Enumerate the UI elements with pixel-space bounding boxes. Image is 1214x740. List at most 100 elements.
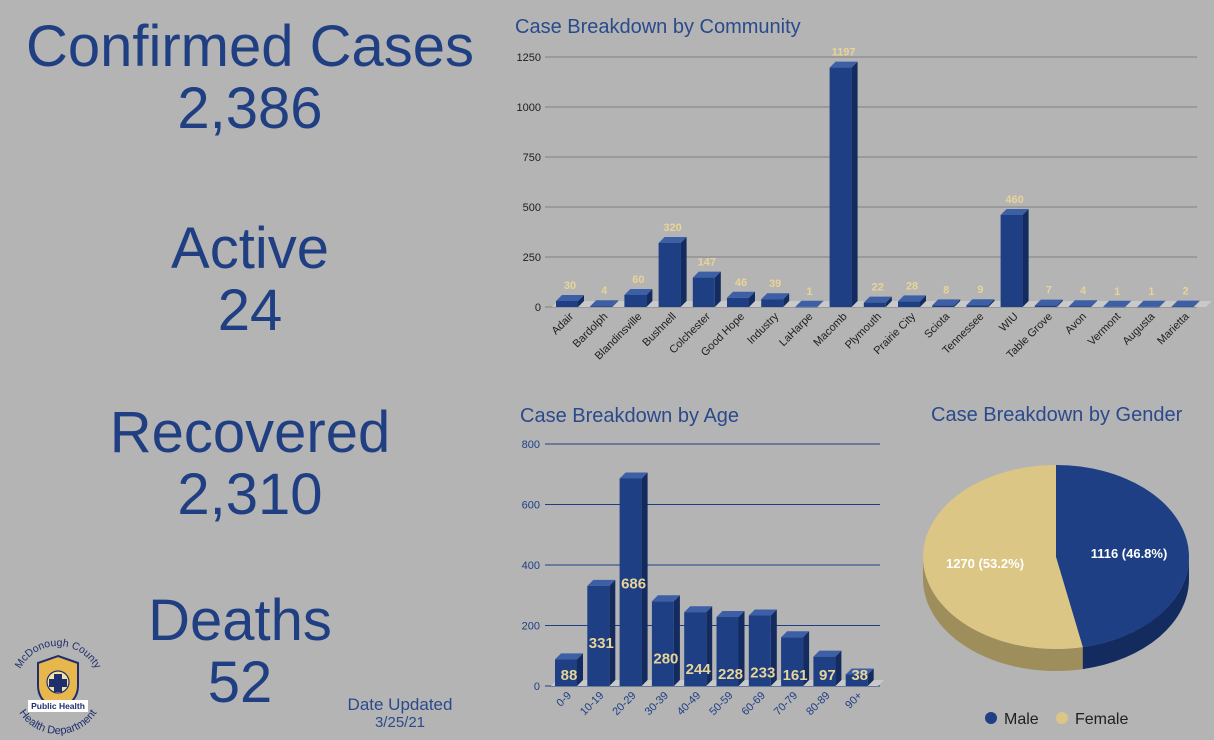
age-category-label: 40-49: [675, 690, 703, 718]
age-ytick-label: 0: [534, 681, 540, 693]
community-bar: [1171, 306, 1194, 308]
age-bar-top: [748, 609, 777, 616]
date-updated-value: 3/25/21: [374, 714, 426, 731]
community-bar: [1000, 215, 1023, 307]
community-bar-side: [817, 300, 824, 307]
community-category-label: Industry: [745, 310, 782, 347]
community-bar: [590, 306, 613, 307]
community-category-label: Avon: [1063, 311, 1089, 337]
community-bar-top: [590, 300, 619, 307]
confirmed-cases-value: 2,386: [177, 76, 323, 141]
community-category-label: LaHarpe: [777, 311, 815, 349]
active-label: Active: [171, 216, 329, 281]
community-data-label: 60: [632, 274, 644, 286]
community-bar: [692, 277, 715, 307]
community-data-label: 7: [1046, 285, 1052, 297]
community-bar-side: [988, 299, 995, 307]
community-data-label: 1197: [832, 47, 856, 59]
community-data-label: 460: [1005, 194, 1023, 206]
gender-chart-title: Case Breakdown by Gender: [931, 404, 1183, 426]
community-bar-side: [885, 296, 892, 307]
active-stat: Active 24: [0, 218, 500, 342]
age-bar-side: [835, 650, 842, 686]
confirmed-cases-stat: Confirmed Cases 2,386: [0, 16, 500, 140]
deaths-stat: Deaths 52: [0, 590, 490, 714]
community-data-label: 320: [663, 222, 681, 234]
date-updated-label: Date Updated: [347, 695, 453, 714]
logo-center-text: Public Health: [31, 701, 85, 711]
gender-pie-chart: 1116 (46.8%) 1270 (53.2%) Male Female: [922, 465, 1189, 728]
community-category-label: Bardolph: [571, 311, 611, 351]
deaths-value: 52: [207, 650, 273, 715]
age-bar: [555, 659, 577, 686]
age-category-label: 30-39: [643, 690, 671, 718]
community-data-label: 2: [1183, 286, 1189, 298]
community-chart-title: Case Breakdown by Community: [515, 16, 801, 38]
community-category-label: Bushnell: [640, 311, 678, 349]
community-bar-side: [1159, 300, 1166, 307]
age-data-label: 97: [819, 667, 836, 684]
community-data-label: 4: [601, 285, 608, 297]
male-slice-side: [1082, 557, 1189, 670]
community-category-label: Sciota: [922, 310, 953, 341]
age-bar-top: [555, 653, 583, 660]
age-bar: [845, 674, 868, 686]
community-bar: [1034, 305, 1057, 307]
community-floor: [552, 301, 1212, 307]
age-data-label: 244: [686, 661, 712, 678]
community-bar-top: [795, 300, 824, 307]
community-bar-top: [863, 296, 892, 303]
confirmed-cases-label: Confirmed Cases: [25, 14, 475, 79]
community-ytick-label: 750: [523, 152, 541, 164]
community-bar-top: [692, 271, 721, 278]
community-bar: [1103, 306, 1126, 308]
community-bar-top: [624, 289, 653, 295]
age-bar-side: [738, 611, 745, 686]
age-ytick-label: 400: [522, 560, 540, 572]
age-data-label: 331: [589, 635, 614, 652]
age-bar: [587, 585, 610, 686]
age-data-label: 161: [783, 667, 808, 684]
community-bar-side: [646, 289, 653, 307]
community-bar: [863, 302, 886, 307]
community-bar-side: [1056, 299, 1063, 307]
community-category-label: Macomb: [811, 311, 849, 349]
community-category-label: Marietta: [1155, 310, 1192, 347]
female-slice: [922, 465, 1083, 650]
community-data-label: 1: [1148, 286, 1154, 298]
female-legend-marker: [1056, 712, 1068, 724]
community-bar: [898, 301, 920, 307]
community-bar: [1137, 306, 1160, 308]
community-bar: [932, 305, 955, 307]
community-data-label: 8: [943, 284, 949, 296]
community-bar-top: [1171, 300, 1200, 307]
community-bar-top: [761, 293, 790, 300]
deaths-label: Deaths: [148, 588, 332, 653]
community-category-label: Table Grove: [1004, 311, 1054, 361]
community-category-label: Colchester: [667, 310, 713, 356]
male-legend-label: Male: [1004, 711, 1039, 728]
community-bar-side: [1125, 300, 1132, 307]
community-bar-side: [851, 61, 858, 307]
community-category-label: Plymouth: [843, 311, 884, 352]
community-bar-side: [749, 291, 755, 307]
community-bar-top: [1069, 300, 1097, 307]
age-data-label: 38: [851, 667, 868, 684]
recovered-label: Recovered: [109, 400, 391, 465]
community-bar-side: [920, 295, 926, 307]
age-bar-top: [813, 650, 842, 657]
age-bar-side: [770, 609, 777, 686]
age-ytick-label: 600: [522, 500, 540, 512]
age-bar: [651, 601, 674, 686]
age-bar: [781, 637, 804, 686]
active-value: 24: [217, 278, 283, 343]
community-bar-top: [1103, 300, 1132, 307]
community-ytick-label: 500: [523, 202, 541, 214]
community-bar: [658, 243, 681, 307]
community-ytick-label: 1000: [517, 102, 541, 114]
community-bar-top: [966, 299, 995, 306]
community-category-label: Good Hope: [699, 311, 747, 359]
community-bar-top: [898, 295, 926, 302]
community-bar-side: [1022, 209, 1029, 307]
age-category-label: 90+: [843, 690, 865, 712]
